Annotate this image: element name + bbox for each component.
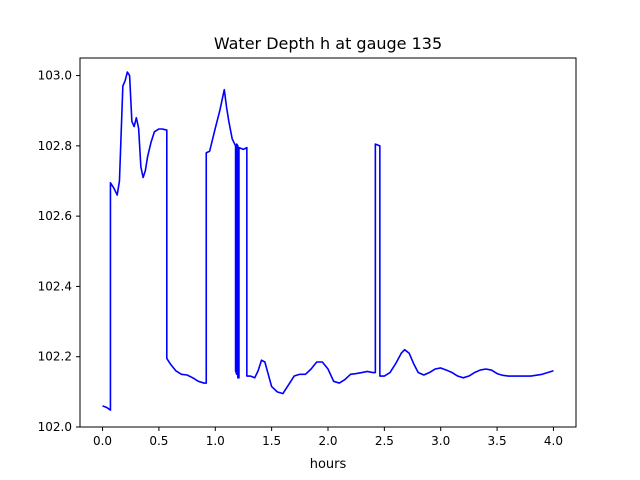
- y-tick-label: 102.6: [38, 209, 72, 223]
- x-tick-label: 2.5: [375, 434, 394, 448]
- x-axis-label: hours: [310, 457, 347, 472]
- y-tick-label: 103.0: [38, 69, 72, 83]
- chart-title: Water Depth h at gauge 135: [214, 34, 442, 53]
- y-tick-label: 102.8: [38, 139, 72, 153]
- x-tick-label: 0.5: [149, 434, 168, 448]
- series-line: [102, 71, 554, 411]
- x-tick-label: 4.0: [544, 434, 563, 448]
- x-tick-label: 2.0: [318, 434, 337, 448]
- x-tick-label: 1.0: [206, 434, 225, 448]
- x-tick-label: 3.5: [488, 434, 507, 448]
- y-tick-label: 102.0: [38, 420, 72, 434]
- plot-frame: [79, 57, 577, 428]
- x-tick-label: 1.5: [262, 434, 281, 448]
- y-tick-label: 102.2: [38, 350, 72, 364]
- x-tick-label: 0.0: [93, 434, 112, 448]
- y-tick-label: 102.4: [38, 279, 72, 293]
- x-tick-label: 3.0: [431, 434, 450, 448]
- series-layer: [102, 71, 554, 411]
- tick-layer: 0.0 0.5 1.0 1.5 2.0 2.5 3.0 3.5 4.0 102.0 102.2 102…: [38, 69, 563, 448]
